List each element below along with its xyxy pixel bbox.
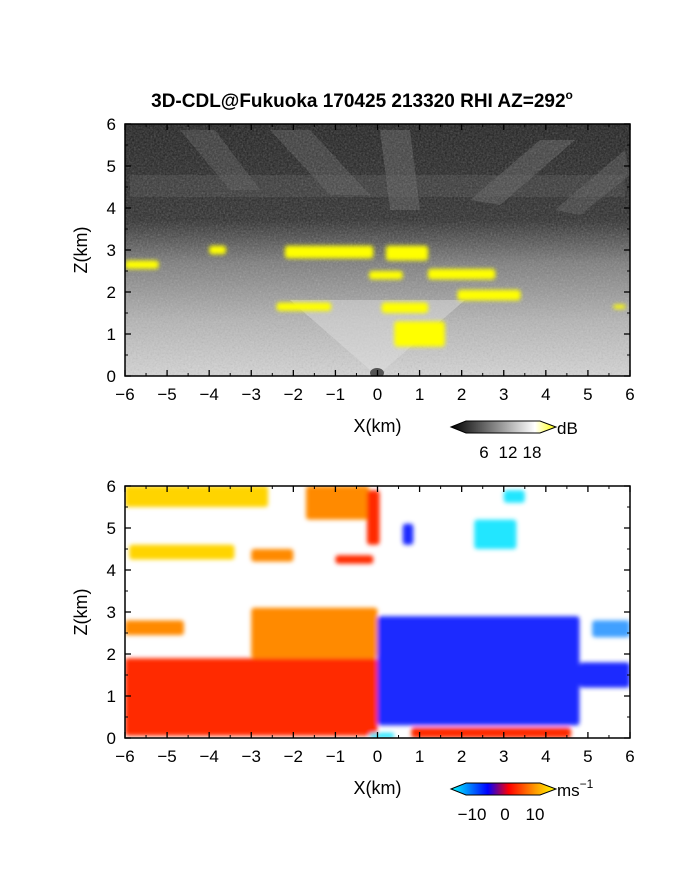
x-tick-label: 5 — [583, 385, 592, 404]
x-tick-label: 3 — [499, 747, 508, 766]
colorbar-tick-label: 0 — [500, 805, 509, 824]
x-tick-label: 4 — [541, 385, 550, 404]
x-tick-label: 0 — [373, 747, 382, 766]
colorbar-tick-label: −10 — [458, 805, 487, 824]
reflectivity-panel-feature-yellow-echo — [369, 271, 403, 280]
y-tick-label: 4 — [107, 561, 116, 580]
y-tick-label: 1 — [107, 325, 116, 344]
x-tick-label: −6 — [115, 385, 134, 404]
colorbar-tick-label: 12 — [499, 443, 518, 462]
x-tick-label: −6 — [115, 747, 134, 766]
velocity-panel-feature-yellow — [129, 544, 235, 560]
x-tick-label: −2 — [284, 747, 303, 766]
y-axis-label: Z(km) — [71, 589, 91, 636]
velocity-panel-feature-red — [125, 658, 378, 736]
y-tick-label: 0 — [107, 729, 116, 748]
x-tick-label: −1 — [326, 747, 345, 766]
reflectivity-panel-feature-yellow-echo — [457, 289, 521, 301]
x-tick-label: −2 — [284, 385, 303, 404]
velocity-panel-feature-cyan — [474, 519, 517, 549]
y-tick-label: 2 — [107, 283, 116, 302]
velocity-panel-feature-orange — [125, 620, 184, 636]
velocity-panel-feature-red — [366, 490, 380, 545]
near-field-fan — [290, 300, 465, 376]
x-tick-label: −4 — [199, 385, 218, 404]
velocity-panel-feature-blue — [402, 523, 414, 545]
y-tick-label: 3 — [107, 603, 116, 622]
reflectivity-panel-feature-yellow-echo — [613, 304, 626, 309]
y-tick-label: 2 — [107, 645, 116, 664]
x-tick-label: −4 — [199, 747, 218, 766]
velocity-panel-feature-orange — [251, 607, 378, 659]
x-tick-label: 3 — [499, 385, 508, 404]
x-tick-label: −5 — [157, 385, 176, 404]
velocity-panel: −6 −5 −4 −3 −2 −1 0 1 2 3 4 5 6 0 1 2 3 4 5 6 X(km) Z(km) — [71, 477, 635, 798]
velocity-panel-feature-blue — [377, 616, 580, 726]
y-tick-label: 6 — [107, 477, 116, 496]
y-tick-label: 5 — [107, 157, 116, 176]
x-tick-label: −1 — [326, 385, 345, 404]
velocity-panel-feature-yellow — [125, 486, 269, 507]
velocity-colorbar: ms−1 −10 0 10 — [449, 777, 594, 824]
y-tick-label: 6 — [107, 115, 116, 134]
y-tick-label: 5 — [107, 519, 116, 538]
velocity-panel-feature-orange — [305, 486, 370, 520]
y-tick-label: 0 — [107, 367, 116, 386]
reflectivity-panel-feature-yellow-echo — [125, 260, 159, 269]
reflectivity-panel-feature-yellow-echo — [428, 268, 496, 280]
reflectivity-colorbar: dB 6 12 18 — [449, 419, 578, 462]
x-tick-label: 2 — [457, 747, 466, 766]
velocity-panel-feature-red — [411, 727, 572, 738]
velocity-panel-feature-cyan — [503, 490, 525, 503]
colorbar-unit-ms: ms−1 — [557, 777, 594, 800]
x-tick-label: 1 — [415, 747, 424, 766]
reflectivity-panel-feature-yellow-echo — [276, 302, 332, 311]
x-axis-label: X(km) — [354, 416, 402, 436]
y-tick-label: 1 — [107, 687, 116, 706]
y-tick-label: 3 — [107, 241, 116, 260]
velocity-panel-feature-orange — [251, 549, 294, 562]
reflectivity-panel-feature-yellow-echo — [385, 245, 428, 261]
colorbar-tick-label: 6 — [479, 443, 488, 462]
x-tick-label: 6 — [625, 747, 634, 766]
x-tick-label: 1 — [415, 385, 424, 404]
x-tick-label: −3 — [242, 385, 261, 404]
velocity-panel-feature-red — [335, 555, 374, 564]
y-axis-label: Z(km) — [71, 227, 91, 274]
x-tick-label: −3 — [242, 747, 261, 766]
colorbar-tick-label: 18 — [523, 443, 542, 462]
velocity-panel-feature-cyan — [369, 732, 395, 738]
reflectivity-panel-feature-yellow-echo — [284, 245, 374, 259]
y-tick-label: 4 — [107, 199, 116, 218]
x-tick-label: 0 — [373, 385, 382, 404]
x-tick-label: 2 — [457, 385, 466, 404]
colorbar-tick-label: 10 — [526, 805, 545, 824]
x-axis-label: X(km) — [354, 778, 402, 798]
figure-title: 3D-CDL@Fukuoka 170425 213320 RHI AZ=292o — [151, 88, 573, 112]
velocity-panel-feature-blue — [579, 662, 630, 688]
x-tick-label: −5 — [157, 747, 176, 766]
x-tick-label: 4 — [541, 747, 550, 766]
x-tick-label: 5 — [583, 747, 592, 766]
reflectivity-panel-feature-yellow-echo — [394, 321, 445, 347]
velocity-panel-feature-light-blue — [592, 620, 630, 638]
reflectivity-panel-feature-yellow-echo — [381, 302, 428, 313]
reflectivity-panel-feature-yellow-echo — [209, 245, 226, 255]
x-tick-label: 6 — [625, 385, 634, 404]
reflectivity-panel: −6 −5 −4 −3 −2 −1 0 1 2 3 4 5 6 0 1 2 3 4 5 6 X(km) Z(km) — [71, 115, 635, 436]
colorbar-unit-db: dB — [557, 419, 578, 438]
